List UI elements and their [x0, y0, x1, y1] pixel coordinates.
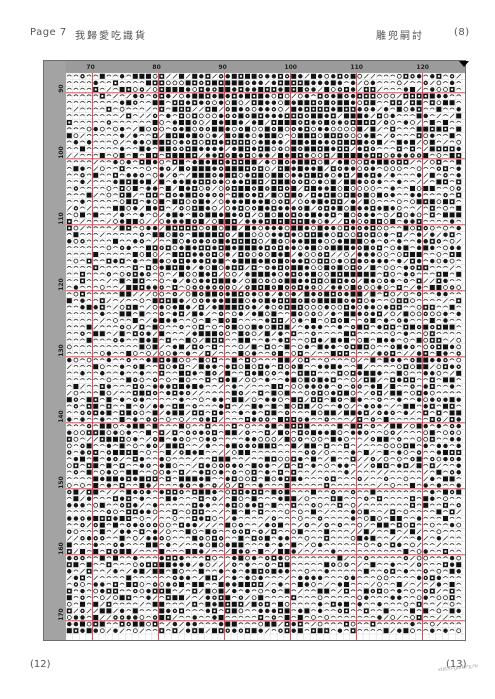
- pattern-title: 我歸愛吃識貨: [75, 31, 147, 42]
- major-gridlines: [66, 73, 465, 640]
- row-label: 150: [58, 476, 65, 489]
- corner-marker-icon: [459, 61, 469, 67]
- row-label: 160: [58, 542, 65, 555]
- row-label: 170: [58, 608, 65, 621]
- row-label: 110: [58, 212, 65, 225]
- stitch-symbols: [66, 73, 462, 634]
- footer-left-page: (12): [30, 659, 51, 670]
- row-label: 140: [58, 410, 65, 423]
- row-label: 130: [58, 344, 65, 357]
- column-label: 100: [284, 64, 297, 71]
- column-label: 110: [350, 64, 363, 71]
- column-label: 70: [86, 64, 94, 71]
- chart-grid: 70 80 90 100 110 120 90 100 110 120 130 140 150 160 17…: [44, 61, 465, 640]
- footer-right-page: (13): [446, 659, 467, 670]
- column-label: 90: [218, 64, 226, 71]
- page-label: Page 7: [30, 27, 67, 38]
- column-label: 80: [152, 64, 160, 71]
- column-header-band: [44, 61, 465, 73]
- watermark: stitch-gallery.ru: [437, 662, 479, 674]
- row-label: 120: [58, 278, 65, 291]
- header-right-text: 雕兜嗣討: [376, 31, 424, 42]
- row-label: 90: [58, 84, 65, 92]
- page-number: (8): [454, 27, 470, 38]
- column-label: 120: [416, 64, 429, 71]
- row-label: 100: [58, 146, 65, 159]
- row-header-band: [44, 61, 66, 640]
- cross-stitch-chart: 70 80 90 100 110 120 90 100 110 120 130 140 150 160 17…: [43, 60, 466, 641]
